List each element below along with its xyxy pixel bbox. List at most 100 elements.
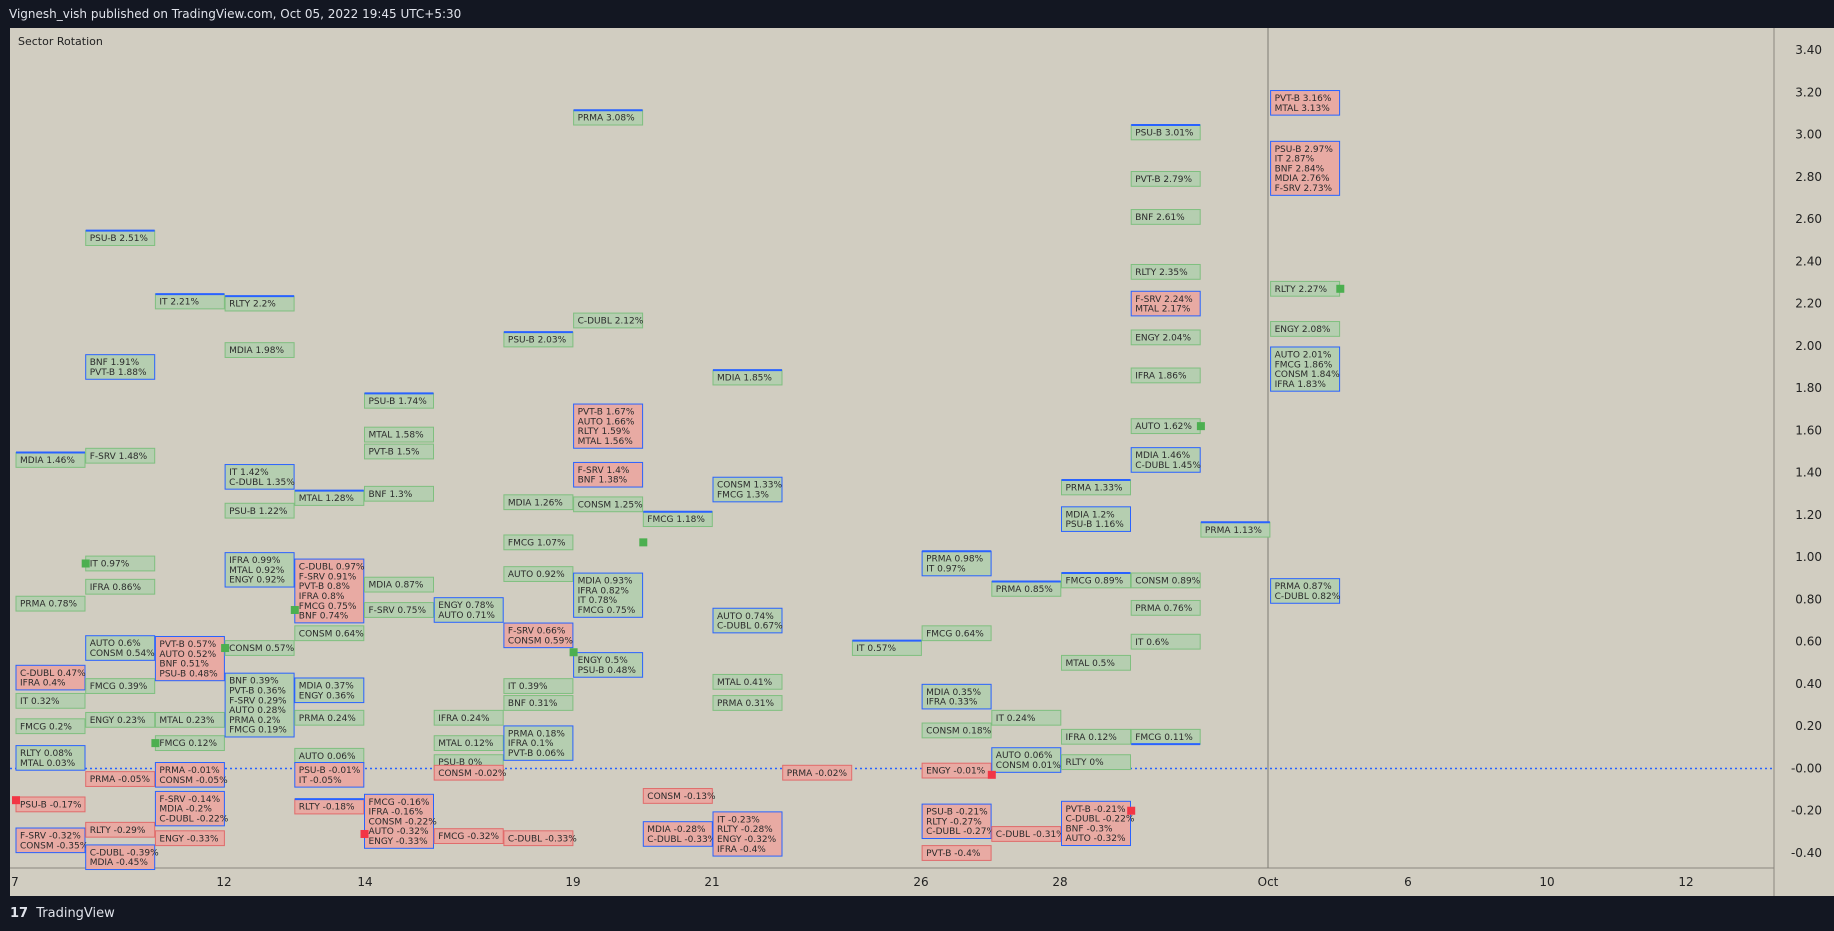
sector-box: PVT-B 0.57%AUTO 0.52%BNF 0.51%PSU-B 0.48… bbox=[154, 635, 225, 682]
signal-markers bbox=[12, 284, 1345, 838]
sector-box-line: ENGY 0.5% bbox=[578, 656, 629, 666]
sector-box-line: AUTO 2.01% bbox=[1275, 350, 1332, 360]
x-tick-label: 28 bbox=[1052, 875, 1067, 889]
sector-box-line: AUTO 0.92% bbox=[508, 570, 565, 580]
sector-box-line: PSU-B 0.48% bbox=[578, 666, 637, 676]
sector-box-line: MTAL 0.03% bbox=[20, 759, 76, 769]
sector-box-line: RLTY 2.27% bbox=[1275, 285, 1328, 295]
sector-box-line: AUTO -0.32% bbox=[369, 827, 429, 837]
sector-box: IT -0.23%RLTY -0.28%ENGY -0.32%IFRA -0.4… bbox=[712, 811, 783, 857]
tradingview-logo-icon[interactable]: 17 bbox=[10, 906, 29, 921]
x-tick-label: 12 bbox=[216, 875, 231, 889]
sector-box: PRMA 0.78% bbox=[15, 595, 86, 612]
sector-box-line: ENGY 0.78% bbox=[438, 601, 494, 611]
sector-box-bg bbox=[1130, 633, 1201, 650]
sector-box-line: MTAL 0.41% bbox=[717, 678, 773, 688]
sector-box: C-DUBL -0.39%MDIA -0.45% bbox=[85, 844, 159, 871]
sector-box-line: CONSM 0.57% bbox=[229, 644, 294, 654]
sector-box: MDIA 1.2%PSU-B 1.16% bbox=[1061, 506, 1131, 532]
footer-brand[interactable]: TradingView bbox=[36, 906, 115, 921]
sector-box: MDIA 1.46% bbox=[15, 451, 86, 468]
sector-box: PVT-B 1.5% bbox=[364, 443, 434, 460]
sector-box-line: PVT-B 3.16% bbox=[1275, 94, 1332, 104]
sector-box-line: C-DUBL -0.33% bbox=[508, 834, 577, 844]
sector-box: PSU-B -0.21%RLTY -0.27%C-DUBL -0.27% bbox=[921, 803, 995, 840]
sector-box: C-DUBL 2.12% bbox=[573, 312, 644, 329]
sector-box-line: PRMA 0.76% bbox=[1135, 604, 1193, 614]
sector-box-line: PRMA 0.31% bbox=[717, 699, 775, 709]
sector-box-line: PSU-B 2.97% bbox=[1275, 145, 1334, 155]
sector-box-bg bbox=[1130, 329, 1201, 346]
sector-box-bg bbox=[294, 677, 365, 704]
sector-box-line: CONSM 1.25% bbox=[578, 500, 643, 510]
sector-box-line: F-SRV 2.24% bbox=[1135, 295, 1193, 305]
sector-box-line: ENGY -0.32% bbox=[717, 835, 777, 845]
sector-box: CONSM 0.89% bbox=[1130, 572, 1201, 589]
sector-box-line: IFRA 0.99% bbox=[229, 556, 281, 566]
sector-box-line: MDIA -0.45% bbox=[90, 858, 149, 868]
sector-box: MDIA 1.46%C-DUBL 1.45% bbox=[1130, 447, 1201, 473]
sector-box-bg bbox=[433, 828, 504, 844]
sector-box-line: F-SRV -0.14% bbox=[159, 795, 220, 805]
y-tick-label: 0.20 bbox=[1795, 719, 1822, 733]
sector-box-bg bbox=[154, 635, 225, 682]
sector-box-line: MTAL 0.92% bbox=[229, 566, 285, 576]
sector-box-line: RLTY 2.2% bbox=[229, 300, 276, 310]
sector-box-bg bbox=[364, 443, 434, 460]
sector-box-bg bbox=[224, 502, 295, 519]
y-tick-label: 2.40 bbox=[1795, 254, 1822, 268]
plot-area[interactable] bbox=[10, 28, 1774, 868]
sector-box: AUTO 0.06% bbox=[294, 747, 365, 764]
sector-box-bg bbox=[364, 485, 434, 502]
sector-box-line: IFRA 0.12% bbox=[1066, 733, 1118, 743]
sector-box: AUTO 2.01%FMCG 1.86%CONSM 1.84%IFRA 1.83… bbox=[1270, 346, 1341, 392]
sector-box: CONSM 0.57% bbox=[224, 640, 295, 656]
sector-box-line: PSU-B 3.01% bbox=[1135, 129, 1194, 139]
sector-box: RLTY -0.18% bbox=[294, 798, 365, 815]
y-tick-label: -0.40 bbox=[1791, 846, 1822, 860]
sector-box: RLTY 0% bbox=[1061, 754, 1131, 771]
sector-box-bg bbox=[991, 826, 1062, 842]
sector-box: F-SRV 1.4%BNF 1.38% bbox=[573, 461, 644, 488]
sector-box-bg bbox=[1270, 321, 1341, 337]
sector-box-bg bbox=[921, 625, 992, 642]
sector-box-line: MTAL 3.13% bbox=[1275, 104, 1331, 114]
sector-box-bg bbox=[294, 558, 365, 624]
sector-box: BNF 1.91%PVT-B 1.88% bbox=[85, 354, 156, 380]
sector-box-bg bbox=[712, 476, 783, 503]
buy-signal-marker bbox=[1336, 284, 1345, 293]
sector-box-bg bbox=[503, 830, 574, 847]
sector-box-line: FMCG 0.12% bbox=[159, 739, 217, 749]
sector-box: BNF 0.31% bbox=[503, 695, 574, 711]
sector-box-bg bbox=[642, 821, 713, 847]
sector-box: FMCG -0.32% bbox=[433, 828, 504, 844]
sector-box: ENGY -0.33% bbox=[154, 830, 225, 847]
sector-box-line: CONSM 0.01% bbox=[996, 761, 1061, 771]
sector-box: RLTY 2.27% bbox=[1270, 280, 1341, 297]
price-scale[interactable] bbox=[1774, 28, 1834, 896]
sector-box-line: MDIA 0.93% bbox=[578, 577, 633, 587]
sector-box: IT 2.21% bbox=[154, 293, 225, 310]
sector-box: PRMA 1.13% bbox=[1200, 521, 1271, 538]
sector-box-line: BNF 2.61% bbox=[1135, 213, 1185, 223]
sector-box-line: ENGY 2.08% bbox=[1275, 325, 1331, 335]
sector-box: F-SRV 0.66%CONSM 0.59% bbox=[503, 622, 574, 649]
sector-box-line: RLTY -0.29% bbox=[90, 826, 146, 836]
time-scale[interactable] bbox=[10, 868, 1774, 896]
footer: 17 TradingView bbox=[0, 900, 1834, 931]
sector-box-bg bbox=[1061, 728, 1131, 745]
sector-box-line: MDIA 1.46% bbox=[1135, 451, 1190, 461]
sector-box-line: F-SRV 1.4% bbox=[578, 466, 630, 476]
sector-box-line: IFRA 0.86% bbox=[90, 583, 142, 593]
sector-box-bg bbox=[1061, 754, 1131, 771]
sector-box-line: CONSM 0.54% bbox=[90, 649, 155, 659]
x-tick-label: 12 bbox=[1678, 875, 1693, 889]
sector-box: F-SRV -0.32%CONSM -0.35% bbox=[15, 827, 89, 854]
sector-box: ENGY 0.23% bbox=[85, 711, 156, 728]
y-tick-label: 1.80 bbox=[1795, 381, 1822, 395]
sector-box: MDIA 0.35%IFRA 0.33% bbox=[921, 683, 992, 710]
sector-box-bg bbox=[15, 796, 86, 813]
y-tick-label: 3.00 bbox=[1795, 128, 1822, 142]
buy-signal-marker bbox=[221, 644, 230, 653]
